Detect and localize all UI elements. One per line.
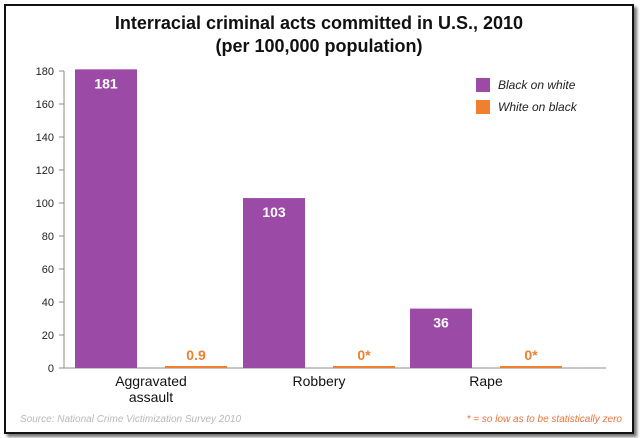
- data-label: 0.9: [186, 347, 206, 363]
- y-tick-label: 40: [42, 297, 54, 309]
- bar-black-on-white: [410, 308, 472, 368]
- x-category-label: Robbery: [293, 373, 346, 389]
- chart-subtitle: (per 100,000 population): [215, 36, 423, 56]
- x-category-label: Rape: [469, 373, 503, 389]
- x-category-label: assault: [129, 389, 173, 405]
- y-tick-label: 140: [36, 132, 54, 144]
- chart-title: Interracial criminal acts committed in U…: [114, 13, 524, 33]
- y-tick-label: 100: [36, 198, 54, 210]
- data-label: 103: [262, 204, 286, 220]
- source-note: Source: National Crime Victimization Sur…: [20, 414, 242, 425]
- bar-white-on-black: [333, 366, 395, 368]
- y-tick-label: 20: [42, 330, 54, 342]
- legend-swatch: [476, 78, 490, 92]
- bar-chart: 0 20 40 60 80 100 120 140 160 180 181 0.9 Aggravated…: [36, 66, 606, 405]
- y-tick-label: 120: [36, 165, 54, 177]
- bar-black-on-white: [243, 198, 305, 368]
- chart-frame: Interracial criminal acts committed in U…: [4, 4, 634, 434]
- legend-label: Black on white: [498, 78, 576, 92]
- bar-black-on-white: [75, 69, 137, 368]
- bar-white-on-black: [165, 366, 227, 368]
- data-label: 36: [433, 315, 449, 331]
- y-tick-label: 160: [36, 99, 54, 111]
- data-label: 0*: [524, 347, 538, 363]
- legend-swatch: [476, 100, 490, 114]
- legend-label: White on black: [498, 100, 578, 114]
- y-tick-label: 180: [36, 66, 54, 78]
- y-tick-label: 0: [48, 363, 54, 375]
- bar-white-on-black: [500, 366, 562, 368]
- data-label: 181: [94, 75, 118, 91]
- data-label: 0*: [357, 347, 371, 363]
- chart-title-block: Interracial criminal acts committed in U…: [6, 12, 632, 58]
- y-tick-label: 60: [42, 264, 54, 276]
- y-tick-label: 80: [42, 231, 54, 243]
- footnote: * = so low as to be statistically zero: [466, 414, 622, 425]
- x-category-label: Aggravated: [115, 373, 187, 389]
